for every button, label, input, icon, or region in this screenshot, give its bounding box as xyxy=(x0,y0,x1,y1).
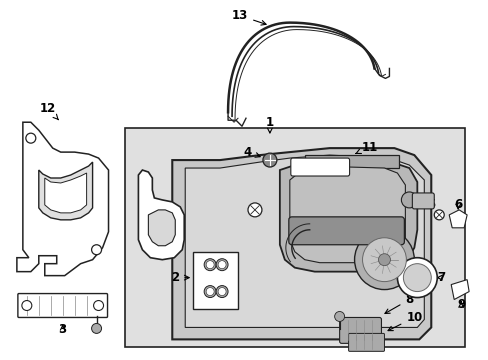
Text: 5: 5 xyxy=(427,198,434,211)
Circle shape xyxy=(206,288,214,296)
Polygon shape xyxy=(45,173,86,213)
Text: 9: 9 xyxy=(456,298,465,311)
Text: 13: 13 xyxy=(231,9,265,25)
Polygon shape xyxy=(17,122,108,276)
FancyBboxPatch shape xyxy=(339,318,381,343)
Polygon shape xyxy=(289,167,405,263)
FancyBboxPatch shape xyxy=(348,333,384,351)
FancyBboxPatch shape xyxy=(290,158,349,176)
Polygon shape xyxy=(450,280,468,300)
Circle shape xyxy=(403,264,430,292)
Text: 6: 6 xyxy=(453,198,461,211)
Circle shape xyxy=(93,301,103,310)
Circle shape xyxy=(26,133,36,143)
Circle shape xyxy=(433,210,443,220)
Circle shape xyxy=(334,311,344,321)
Circle shape xyxy=(203,285,216,298)
FancyBboxPatch shape xyxy=(411,193,433,209)
Polygon shape xyxy=(279,161,416,272)
Text: 11: 11 xyxy=(355,141,377,154)
Circle shape xyxy=(218,261,225,269)
Text: 8: 8 xyxy=(384,293,413,314)
Circle shape xyxy=(354,230,413,289)
Polygon shape xyxy=(138,170,184,260)
Circle shape xyxy=(91,323,102,333)
Circle shape xyxy=(397,258,436,298)
Text: 1: 1 xyxy=(265,116,273,133)
Text: 7: 7 xyxy=(436,271,445,284)
Circle shape xyxy=(263,153,276,167)
Circle shape xyxy=(22,301,32,310)
Polygon shape xyxy=(39,162,92,220)
Text: 2: 2 xyxy=(171,271,189,284)
Text: 10: 10 xyxy=(387,311,422,330)
Polygon shape xyxy=(448,210,466,228)
Circle shape xyxy=(206,261,214,269)
Polygon shape xyxy=(148,210,175,246)
Text: 4: 4 xyxy=(244,145,260,159)
FancyBboxPatch shape xyxy=(18,293,107,318)
Circle shape xyxy=(216,285,227,298)
FancyBboxPatch shape xyxy=(193,252,238,310)
Circle shape xyxy=(91,245,102,255)
Polygon shape xyxy=(172,148,430,339)
Circle shape xyxy=(336,314,342,319)
Circle shape xyxy=(216,259,227,271)
Bar xyxy=(125,128,464,347)
FancyBboxPatch shape xyxy=(304,155,399,168)
Circle shape xyxy=(401,192,416,208)
Circle shape xyxy=(362,238,406,282)
Circle shape xyxy=(378,254,389,266)
Circle shape xyxy=(247,203,262,217)
Circle shape xyxy=(203,259,216,271)
Text: 3: 3 xyxy=(59,323,67,336)
Text: 12: 12 xyxy=(40,102,58,120)
Circle shape xyxy=(218,288,225,296)
Polygon shape xyxy=(185,155,424,328)
FancyBboxPatch shape xyxy=(288,217,404,245)
